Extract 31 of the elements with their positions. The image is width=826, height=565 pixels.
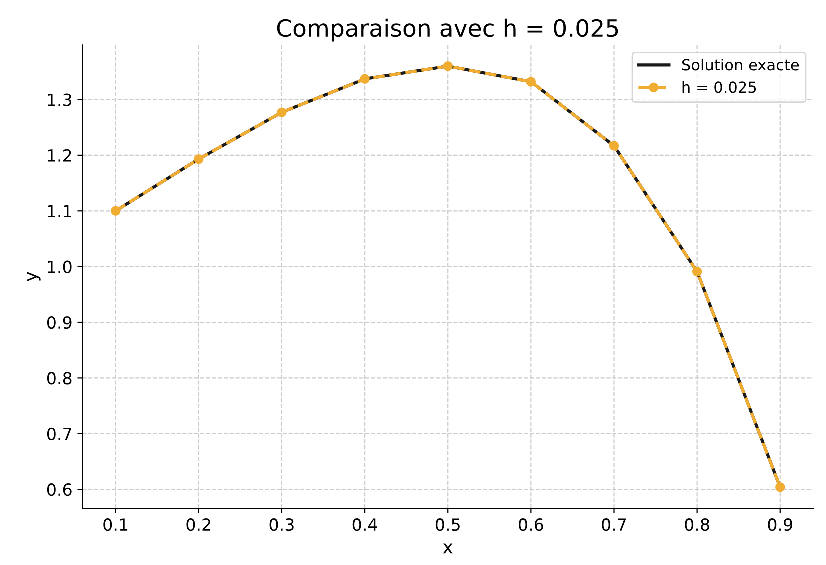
y-tick-label: 0.8	[47, 372, 72, 385]
point	[277, 108, 287, 118]
point	[360, 74, 370, 84]
x-tick-label: 0.3	[270, 518, 294, 532]
y-tick-label: 0.6	[47, 484, 72, 496]
y-tick-label: 1.1	[48, 205, 72, 218]
point	[692, 266, 702, 277]
legend-label: Solution exacte	[682, 58, 800, 71]
legend-label: h = 0.025	[682, 81, 756, 94]
x-tick-label: 0.9	[768, 518, 792, 532]
x-tick-label: 0.1	[104, 518, 128, 532]
point	[443, 62, 453, 72]
y-tick-label: 0.7	[47, 428, 72, 440]
y-tick-label: 0.9	[47, 316, 72, 330]
point	[609, 141, 620, 151]
x-tick-label: 0.2	[186, 518, 210, 532]
point	[526, 77, 536, 87]
x-tick-label: 0.4	[352, 518, 378, 532]
point	[110, 206, 121, 216]
y-axis-title: y	[27, 272, 41, 282]
x-tick-label: 0.8	[685, 518, 710, 532]
point	[776, 482, 786, 492]
y-tick-label: 1.0	[48, 260, 72, 274]
chart-title: Comparaison avec h = 0.025	[277, 18, 618, 42]
x-axis-title: x	[443, 544, 453, 554]
y-tick-label: 1.3	[48, 94, 72, 106]
x-tick-label: 0.6	[519, 518, 544, 532]
x-tick-label: 0.7	[602, 518, 626, 532]
x-tick-label: 0.5	[436, 518, 460, 532]
point	[194, 154, 204, 164]
y-tick-label: 1.2	[48, 149, 72, 162]
